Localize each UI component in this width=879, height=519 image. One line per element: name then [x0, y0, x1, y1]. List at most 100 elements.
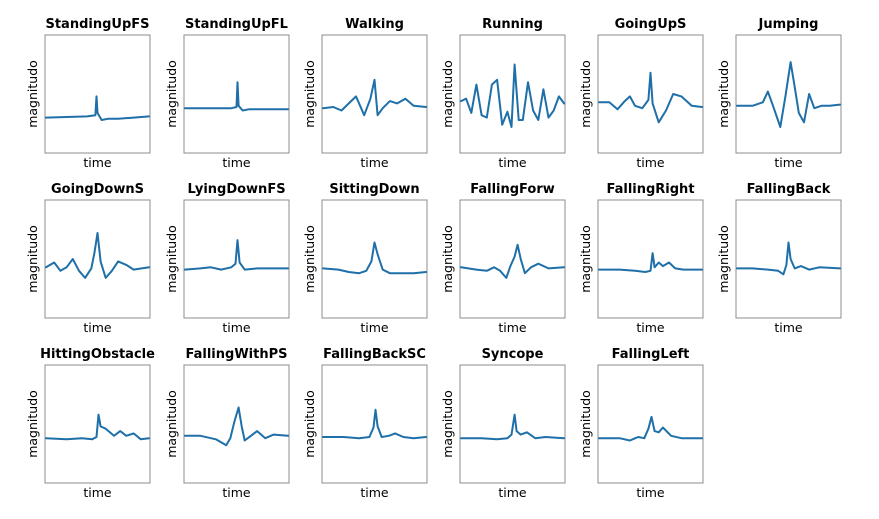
subplot-13: FallingWithPS time magnitudo: [164, 347, 290, 500]
axes-frame: [44, 34, 151, 154]
signal-line: [45, 232, 150, 279]
subplot-title: LyingDownFS: [187, 182, 285, 197]
subplot-4: GoingUpS time magnitudo: [578, 17, 704, 170]
y-axis-label: magnitudo: [302, 390, 317, 458]
axes-frame: [183, 364, 290, 484]
x-axis-label: time: [636, 320, 665, 335]
subplot-14: FallingBackSC time magnitudo: [302, 347, 428, 500]
y-axis-label: magnitudo: [25, 225, 40, 293]
axes-frame: [44, 199, 151, 319]
y-axis-label: magnitudo: [25, 60, 40, 128]
y-axis-label: magnitudo: [25, 390, 40, 458]
x-axis-label: time: [83, 155, 112, 170]
signal-line: [322, 408, 427, 440]
signal-line: [184, 239, 289, 271]
y-axis-label: magnitudo: [716, 60, 731, 128]
subplot-1: StandingUpFL time magnitudo: [164, 17, 290, 170]
subplot-title: StandingUpFL: [185, 17, 288, 32]
axes-frame: [459, 364, 566, 484]
signal-line: [598, 415, 703, 442]
y-axis-label: magnitudo: [302, 60, 317, 128]
x-axis-label: time: [222, 485, 251, 500]
signal-line: [736, 61, 841, 128]
subplot-3: Running time magnitudo: [440, 17, 566, 170]
y-axis-label: magnitudo: [164, 60, 179, 128]
subplot-title: GoingDownS: [51, 182, 144, 197]
subplot-title: HittingObstacle: [40, 347, 155, 362]
x-axis-label: time: [498, 485, 527, 500]
x-axis-label: time: [636, 485, 665, 500]
subplot-title: Walking: [345, 17, 404, 32]
y-axis-label: magnitudo: [164, 225, 179, 293]
y-axis-label: magnitudo: [164, 390, 179, 458]
axes-frame: [735, 199, 842, 319]
axes-frame: [183, 199, 290, 319]
subplot-title: StandingUpFS: [45, 17, 149, 32]
axes-frame: [735, 34, 842, 154]
subplot-11: FallingBack time magnitudo: [716, 182, 842, 335]
subplot-title: FallingBack: [747, 182, 831, 197]
subplot-title: Jumping: [758, 17, 819, 32]
axes-frame: [44, 364, 151, 484]
x-axis-label: time: [360, 155, 389, 170]
subplot-title: SittingDown: [329, 182, 419, 197]
y-axis-label: magnitudo: [578, 390, 593, 458]
subplot-2: Walking time magnitudo: [302, 17, 428, 170]
signal-line: [322, 78, 427, 117]
x-axis-label: time: [222, 320, 251, 335]
subplot-12: HittingObstacle time magnitudo: [25, 347, 155, 500]
signal-line: [460, 413, 565, 441]
y-axis-label: magnitudo: [302, 225, 317, 293]
x-axis-label: time: [498, 320, 527, 335]
y-axis-label: magnitudo: [578, 60, 593, 128]
subplot-10: FallingRight time magnitudo: [578, 182, 704, 335]
subplot-title: FallingRight: [606, 182, 694, 197]
signal-line: [598, 252, 703, 273]
y-axis-label: magnitudo: [440, 60, 455, 128]
subplot-5: Jumping time magnitudo: [716, 17, 842, 170]
x-axis-label: time: [774, 320, 803, 335]
subplot-9: FallingForw time magnitudo: [440, 182, 566, 335]
axes-frame: [321, 364, 428, 484]
subplot-16: FallingLeft time magnitudo: [578, 347, 704, 500]
x-axis-label: time: [636, 155, 665, 170]
subplot-title: Running: [482, 17, 543, 32]
axes-frame: [321, 34, 428, 154]
signal-line: [598, 71, 703, 124]
signal-line: [45, 95, 150, 121]
subplot-title: FallingWithPS: [186, 347, 288, 362]
subplot-15: Syncope time magnitudo: [440, 347, 566, 500]
x-axis-label: time: [222, 155, 251, 170]
subplot-8: SittingDown time magnitudo: [302, 182, 428, 335]
signal-line: [45, 413, 150, 441]
axes-frame: [597, 364, 704, 484]
subplot-6: GoingDownS time magnitudo: [25, 182, 151, 335]
signal-line: [184, 81, 289, 112]
y-axis-label: magnitudo: [440, 390, 455, 458]
axes-frame: [321, 199, 428, 319]
subplot-title: Syncope: [482, 347, 544, 362]
signal-line: [736, 241, 841, 276]
axes-frame: [597, 34, 704, 154]
subplot-title: GoingUpS: [615, 17, 687, 32]
axes-frame: [597, 199, 704, 319]
axes-frame: [459, 34, 566, 154]
y-axis-label: magnitudo: [578, 225, 593, 293]
x-axis-label: time: [83, 320, 112, 335]
axes-frame: [183, 34, 290, 154]
signal-line: [460, 63, 565, 128]
subplot-0: StandingUpFS time magnitudo: [25, 17, 151, 170]
y-axis-label: magnitudo: [440, 225, 455, 293]
subplot-7: LyingDownFS time magnitudo: [164, 182, 290, 335]
x-axis-label: time: [774, 155, 803, 170]
subplot-title: FallingBackSC: [323, 347, 426, 362]
x-axis-label: time: [360, 320, 389, 335]
signal-line: [460, 243, 565, 279]
signal-line: [322, 241, 427, 275]
subplot-title: FallingLeft: [612, 347, 690, 362]
subplot-title: FallingForw: [470, 182, 555, 197]
x-axis-label: time: [498, 155, 527, 170]
y-axis-label: magnitudo: [716, 225, 731, 293]
signal-line: [184, 406, 289, 447]
